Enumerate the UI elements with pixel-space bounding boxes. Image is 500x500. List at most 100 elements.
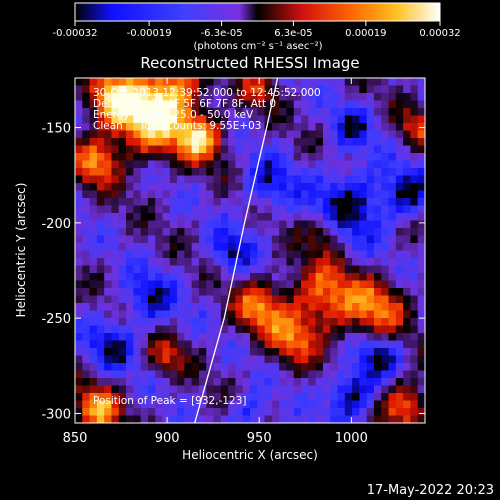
heatmap-cell <box>206 258 215 267</box>
heatmap-cell <box>344 258 353 267</box>
heatmap-cell <box>220 213 229 222</box>
heatmap-cell <box>242 115 251 124</box>
heatmap-cell <box>271 153 280 162</box>
heatmap-cell <box>410 250 419 259</box>
heatmap-cell <box>75 213 83 222</box>
heatmap-cell <box>279 235 288 244</box>
heatmap-cell <box>395 310 404 319</box>
heatmap-cell <box>162 243 171 252</box>
heatmap-cell <box>301 198 309 207</box>
heatmap-cell <box>322 348 331 357</box>
heatmap-cell <box>213 175 222 184</box>
heatmap-cell <box>228 400 237 409</box>
heatmap-cell <box>417 243 425 252</box>
heatmap-cell <box>118 213 127 222</box>
heatmap-cell <box>315 78 324 87</box>
heatmap-cell <box>330 168 339 177</box>
heatmap-cell <box>118 250 127 259</box>
heatmap-cell <box>111 250 120 259</box>
heatmap-cell <box>410 153 419 162</box>
heatmap-cell <box>308 100 317 109</box>
heatmap-cell <box>89 370 98 379</box>
heatmap-cell <box>235 123 244 132</box>
heatmap-cell <box>206 408 215 417</box>
heatmap-cell <box>82 153 91 162</box>
heatmap-cell <box>206 273 215 282</box>
heatmap-cell <box>82 243 91 252</box>
heatmap-cell <box>96 385 105 394</box>
heatmap-cell <box>206 123 215 132</box>
heatmap-cell <box>140 243 149 252</box>
heatmap-cell <box>359 183 368 192</box>
heatmap-cell <box>271 250 280 259</box>
heatmap-cell <box>250 408 258 417</box>
heatmap-cell <box>140 415 149 423</box>
heatmap-cell <box>373 153 382 162</box>
heatmap-cell <box>147 100 156 109</box>
heatmap-cell <box>213 370 222 379</box>
heatmap-cell <box>75 318 83 327</box>
heatmap-cell <box>184 325 193 334</box>
colorbar-tick-label: 6.3e-05 <box>274 28 312 39</box>
heatmap-cell <box>381 273 390 282</box>
heatmap-cell <box>235 303 244 312</box>
heatmap-cell <box>264 160 273 169</box>
heatmap-cell <box>330 378 339 387</box>
heatmap-cell <box>322 130 331 139</box>
heatmap-cell <box>271 205 280 214</box>
heatmap-cell <box>96 228 105 237</box>
heatmap-cell <box>337 183 346 192</box>
heatmap-cell <box>315 310 324 319</box>
heatmap-cell <box>242 198 251 207</box>
heatmap-cell <box>315 340 324 349</box>
heatmap-cell <box>140 153 149 162</box>
heatmap-cell <box>169 415 178 423</box>
heatmap-cell <box>104 108 113 117</box>
heatmap-cell <box>286 363 295 372</box>
heatmap-cell <box>169 318 178 327</box>
heatmap-cell <box>257 385 266 394</box>
heatmap-cell <box>118 168 127 177</box>
heatmap-cell <box>366 123 375 132</box>
heatmap-cell <box>403 385 412 394</box>
heatmap-cell <box>111 393 120 402</box>
heatmap-cell <box>89 115 98 124</box>
heatmap-cell <box>410 295 419 304</box>
heatmap-cell <box>373 183 382 192</box>
heatmap-cell <box>352 235 360 244</box>
heatmap-cell <box>220 205 229 214</box>
heatmap-cell <box>395 220 404 229</box>
y-tick-label: -250 <box>41 312 71 327</box>
heatmap-cell <box>301 325 309 334</box>
heatmap-cell <box>220 295 229 304</box>
heatmap-cell <box>286 213 295 222</box>
heatmap-cell <box>373 258 382 267</box>
heatmap-cell <box>140 325 149 334</box>
heatmap-cell <box>198 130 207 139</box>
heatmap-cell <box>388 348 397 357</box>
heatmap-cell <box>96 273 105 282</box>
heatmap-cell <box>308 153 317 162</box>
heatmap-cell <box>388 160 397 169</box>
heatmap-cell <box>315 408 324 417</box>
heatmap-cell <box>177 153 185 162</box>
heatmap-cell <box>330 265 339 274</box>
heatmap-cell <box>155 168 164 177</box>
heatmap-cell <box>250 295 258 304</box>
heatmap-cell <box>403 213 412 222</box>
heatmap-cell <box>126 265 134 274</box>
heatmap-cell <box>337 348 346 357</box>
heatmap-cell <box>381 333 390 342</box>
heatmap-cell <box>126 295 134 304</box>
heatmap-cell <box>395 235 404 244</box>
heatmap-cell <box>228 258 237 267</box>
heatmap-cell <box>242 220 251 229</box>
heatmap-cell <box>257 168 266 177</box>
heatmap-cell <box>242 340 251 349</box>
heatmap-cell <box>417 115 425 124</box>
heatmap-cell <box>257 160 266 169</box>
heatmap-cell <box>344 408 353 417</box>
heatmap-cell <box>330 190 339 199</box>
heatmap-cell <box>184 303 193 312</box>
heatmap-cell <box>352 340 360 349</box>
